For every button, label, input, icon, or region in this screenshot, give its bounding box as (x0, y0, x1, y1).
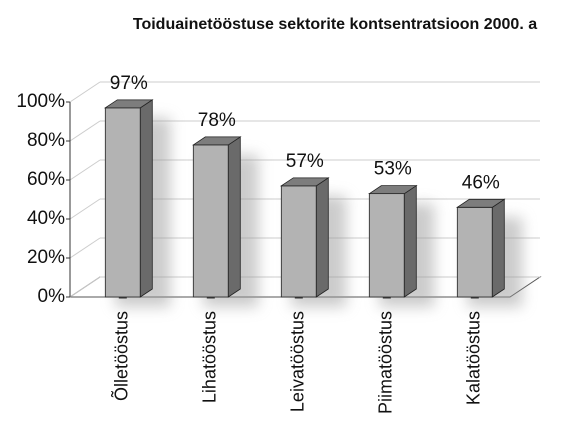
x-tick-label: Piimatööstus (376, 311, 396, 414)
y-tick-label: 80% (27, 130, 65, 151)
y-tick-label: 40% (27, 208, 65, 229)
y-tick-label: 0% (38, 286, 66, 307)
bar (456, 206, 493, 298)
grid-line (69, 237, 101, 259)
value-label: 78% (198, 110, 236, 131)
y-tick-label: 60% (27, 169, 65, 190)
bar (192, 144, 229, 298)
bar-side (227, 136, 241, 298)
bar (280, 185, 317, 298)
grid-line (69, 276, 101, 298)
chart-title: Toiduainetööstuse sektorite kontsentrats… (133, 16, 537, 33)
bar-side (403, 184, 417, 298)
y-tick-label: 100% (16, 91, 65, 112)
bar-top (367, 185, 418, 195)
bar-side (315, 177, 329, 298)
grid-line (69, 159, 101, 181)
bar-top (103, 99, 154, 109)
value-label: 46% (462, 172, 500, 193)
x-tick-label: Õlletööstus (111, 311, 132, 401)
grid-line (69, 81, 101, 103)
bar (368, 193, 405, 298)
bar-side (491, 198, 505, 298)
bar-top (279, 177, 330, 187)
grid-line (69, 198, 101, 220)
bar-top (191, 136, 242, 146)
value-label: 53% (374, 159, 412, 180)
x-tick-label: Kalatööstus (464, 311, 484, 405)
x-tick-label: Lihatööstus (200, 311, 220, 403)
bar-side (139, 99, 153, 298)
bar (104, 107, 141, 298)
value-label: 97% (110, 73, 148, 94)
y-tick-label: 20% (27, 247, 65, 268)
value-label: 57% (286, 151, 324, 172)
x-tick-label: Leivatööstus (288, 311, 308, 412)
bar-top (455, 198, 506, 208)
grid-line (69, 120, 101, 142)
